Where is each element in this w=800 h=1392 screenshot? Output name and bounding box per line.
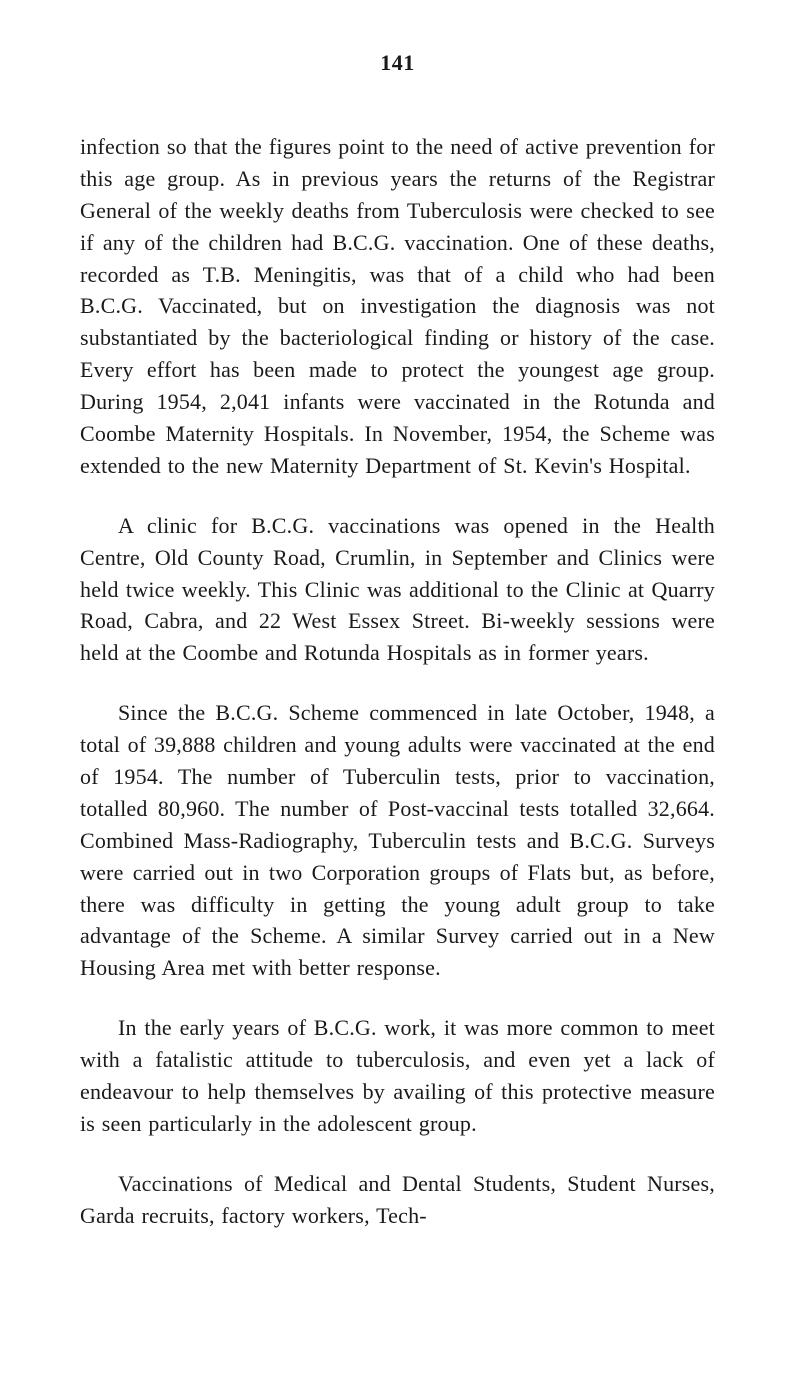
paragraph-2: A clinic for B.C.G. vaccinations was ope… xyxy=(80,510,715,669)
paragraph-5: Vaccinations of Medical and Dental Stude… xyxy=(80,1168,715,1232)
paragraph-1: infection so that the figures point to t… xyxy=(80,131,715,482)
page-number: 141 xyxy=(80,50,715,76)
paragraph-4: In the early years of B.C.G. work, it wa… xyxy=(80,1012,715,1140)
paragraph-3: Since the B.C.G. Scheme commenced in lat… xyxy=(80,697,715,984)
